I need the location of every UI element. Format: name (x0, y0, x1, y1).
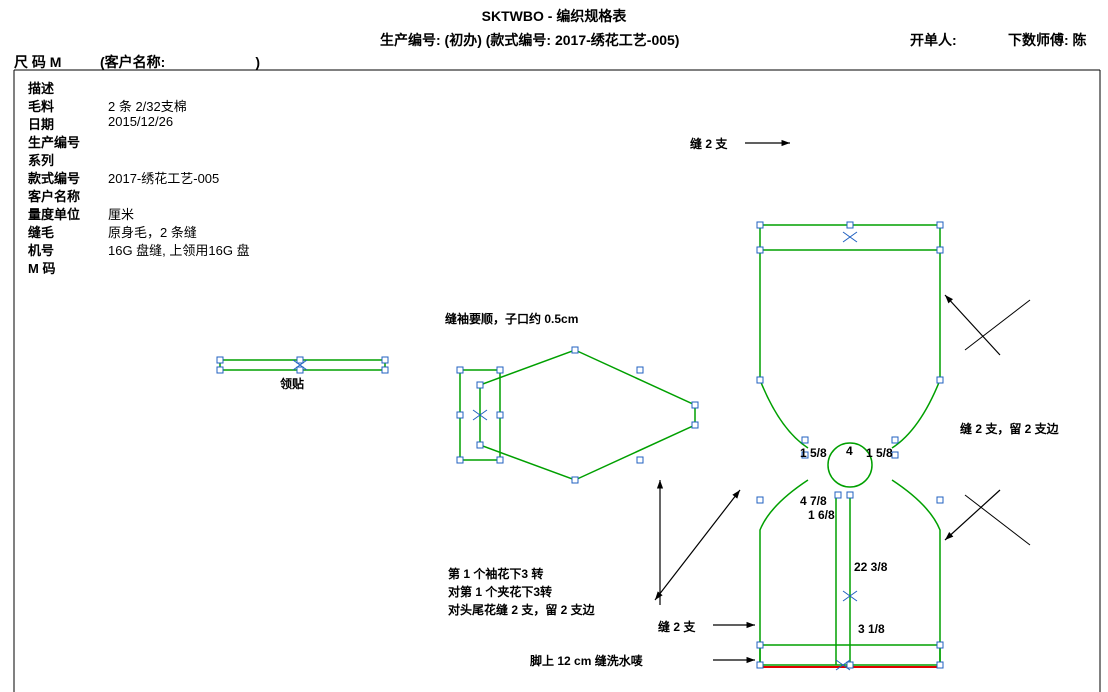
meas-3-18: 3 1/8 (858, 622, 885, 636)
meas-1-58-r: 1 5/8 (866, 446, 893, 460)
meas-1-58-l: 1 5/8 (800, 446, 827, 460)
annot-block-l1: 第 1 个袖花下3 转 (448, 565, 543, 582)
annot-collar-label: 领贴 (280, 375, 304, 392)
meas-1-68: 1 6/8 (808, 508, 835, 522)
annot-block-l2: 对第 1 个夹花下3转 (448, 583, 552, 600)
annot-sleeve-note: 缝袖要顺，子口约 0.5cm (445, 310, 578, 327)
annot-block-l3: 对头尾花缝 2 支，留 2 支边 (448, 601, 595, 618)
meas-4-78: 4 7/8 (800, 494, 827, 508)
meas-22-38: 22 3/8 (854, 560, 887, 574)
meas-4: 4 (846, 444, 853, 458)
annot-right-note: 缝 2 支，留 2 支边 (960, 420, 1059, 437)
annot-seam2-mid: 缝 2 支 (658, 618, 695, 635)
annot-foot-note: 脚上 12 cm 缝洗水唛 (530, 652, 643, 669)
annot-seam2-top: 缝 2 支 (690, 135, 727, 152)
